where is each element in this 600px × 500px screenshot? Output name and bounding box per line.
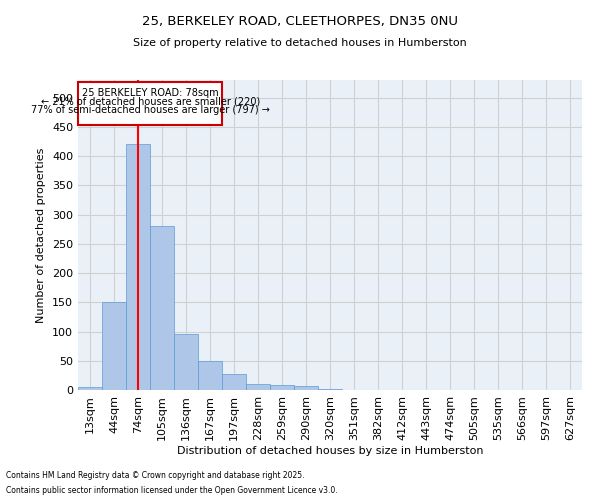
Text: Contains HM Land Registry data © Crown copyright and database right 2025.: Contains HM Land Registry data © Crown c… bbox=[6, 471, 305, 480]
Text: ← 21% of detached houses are smaller (220): ← 21% of detached houses are smaller (22… bbox=[41, 96, 260, 106]
Bar bbox=[318, 389, 342, 390]
Text: 25 BERKELEY ROAD: 78sqm: 25 BERKELEY ROAD: 78sqm bbox=[82, 88, 218, 98]
Bar bbox=[198, 361, 222, 390]
Bar bbox=[246, 384, 270, 390]
Text: 77% of semi-detached houses are larger (797) →: 77% of semi-detached houses are larger (… bbox=[31, 104, 269, 115]
FancyBboxPatch shape bbox=[79, 82, 222, 125]
Bar bbox=[222, 374, 246, 390]
X-axis label: Distribution of detached houses by size in Humberston: Distribution of detached houses by size … bbox=[177, 446, 483, 456]
Bar bbox=[78, 387, 102, 390]
Text: Size of property relative to detached houses in Humberston: Size of property relative to detached ho… bbox=[133, 38, 467, 48]
Bar bbox=[150, 226, 174, 390]
Bar bbox=[270, 384, 294, 390]
Bar bbox=[102, 302, 126, 390]
Bar bbox=[126, 144, 150, 390]
Text: Contains public sector information licensed under the Open Government Licence v3: Contains public sector information licen… bbox=[6, 486, 338, 495]
Y-axis label: Number of detached properties: Number of detached properties bbox=[37, 148, 46, 322]
Text: 25, BERKELEY ROAD, CLEETHORPES, DN35 0NU: 25, BERKELEY ROAD, CLEETHORPES, DN35 0NU bbox=[142, 15, 458, 28]
Bar bbox=[294, 386, 318, 390]
Bar bbox=[174, 334, 198, 390]
